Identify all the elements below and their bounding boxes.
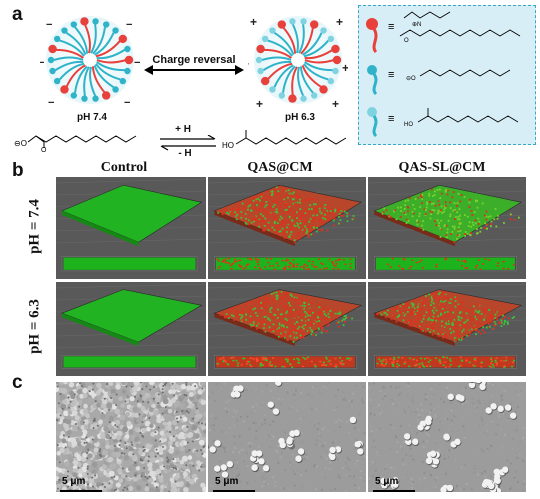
- charge-reversal-arrow: [144, 65, 244, 75]
- svg-text:≡: ≡: [388, 113, 394, 125]
- ph-63-label: pH 6.3: [284, 112, 315, 123]
- row-label-ph63: pH = 6.3: [26, 299, 43, 354]
- micelle-ph74-illustration: − − − − − −: [40, 16, 140, 109]
- charge-reversal-label: Charge reversal: [152, 54, 236, 66]
- clsm-qas-cm-ph63: [208, 282, 366, 376]
- ho-text: HO: [222, 141, 234, 150]
- carboxylate-structure: ⊖O O: [14, 135, 137, 152]
- clsm-control-ph63: [56, 282, 206, 376]
- svg-text:⊖O: ⊖O: [14, 139, 27, 148]
- svg-text:−: −: [46, 19, 52, 31]
- svg-text:O: O: [404, 38, 409, 44]
- ph-74-label: pH 7.4: [76, 112, 107, 123]
- clsm-qas-sl-cm-ph63: [368, 282, 526, 376]
- svg-text:⊖O: ⊖O: [406, 76, 416, 82]
- panel-a-letter: a: [12, 4, 23, 25]
- clsm-qas-cm-ph74: [208, 177, 366, 279]
- column-header-control: Control: [100, 160, 148, 175]
- svg-text:+: +: [342, 61, 348, 75]
- legend-box: [358, 5, 536, 145]
- sem-control: [56, 382, 206, 492]
- svg-text:≡: ≡: [388, 21, 394, 33]
- scale-bar-3: [373, 490, 415, 492]
- equilibrium-arrows: [160, 135, 216, 151]
- clsm-control-ph74: [56, 177, 206, 279]
- row-label-ph74: pH = 7.4: [26, 199, 43, 254]
- column-header-qas-sl-cm: QAS-SL@CM: [398, 160, 486, 175]
- svg-text:+: +: [336, 15, 343, 29]
- svg-text:+: +: [250, 15, 257, 29]
- panel-b-letter: b: [12, 160, 24, 181]
- svg-text:+: +: [256, 97, 263, 110]
- svg-text:−: −: [134, 57, 140, 69]
- svg-text:⊕N: ⊕N: [412, 22, 421, 28]
- svg-text:−: −: [124, 97, 130, 109]
- svg-text:HO: HO: [404, 122, 413, 128]
- scale-bar-1: [60, 490, 102, 492]
- scale-bar-2: [213, 490, 255, 492]
- legend-structures: ≡ ⊕N O ≡ ⊖O ≡ HO: [366, 11, 521, 138]
- micelle-ph63-illustration: + + + + + +: [248, 15, 348, 110]
- minus-h-label: - H: [178, 148, 192, 159]
- scale-label-2: 5 μm: [215, 476, 239, 487]
- clsm-qas-sl-cm-ph74: [368, 177, 526, 279]
- svg-text:O: O: [41, 147, 47, 152]
- carboxylic-acid-structure: HO: [222, 130, 347, 150]
- scale-label-1: 5 μm: [62, 476, 86, 487]
- svg-text:−: −: [40, 57, 44, 69]
- svg-text:+: +: [248, 57, 249, 71]
- svg-text:+: +: [332, 97, 339, 110]
- svg-text:≡: ≡: [388, 69, 394, 81]
- sem-qas-cm: [208, 382, 366, 492]
- panel-c-letter: c: [12, 372, 23, 393]
- column-header-qas-cm: QAS@CM: [247, 160, 313, 175]
- svg-text:−: −: [48, 97, 54, 109]
- svg-text:−: −: [126, 19, 132, 31]
- scale-label-3: 5 μm: [375, 476, 399, 487]
- sem-qas-sl-cm: [368, 382, 526, 492]
- plus-h-label: + H: [175, 124, 191, 135]
